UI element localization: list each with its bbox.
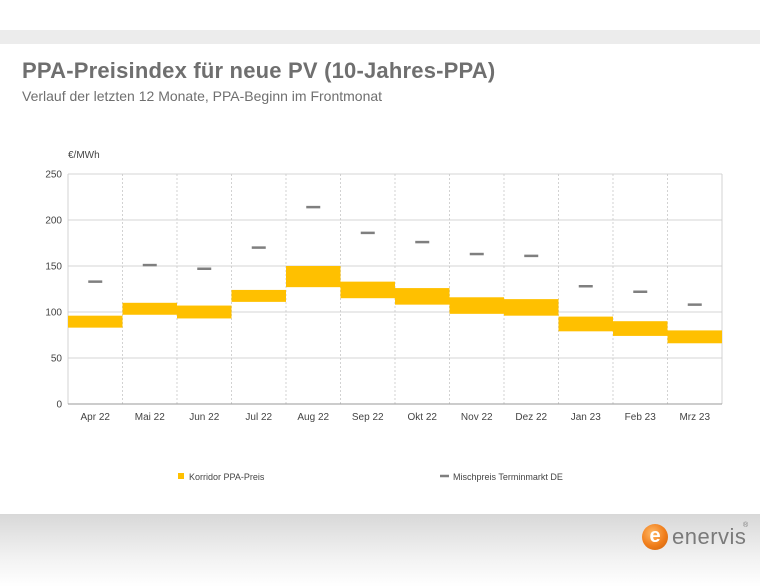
corridor-bar [177, 305, 232, 319]
x-tick-label: Mai 22 [135, 412, 165, 423]
corridor-bar [68, 315, 123, 328]
corridor-bar [340, 281, 395, 299]
y-tick-label: 0 [56, 400, 62, 411]
corridor-layer [68, 266, 722, 344]
corridor-bar [449, 297, 504, 314]
corridor-bar [395, 288, 450, 305]
y-tick-label: 50 [51, 354, 63, 365]
x-tick-label: Okt 22 [408, 412, 438, 423]
corridor-bar [613, 321, 668, 336]
x-tick-label: Nov 22 [461, 412, 493, 423]
page-title: PPA-Preisindex für neue PV (10-Jahres-PP… [22, 58, 496, 83]
y-axis-unit-label: €/MWh [68, 150, 100, 161]
top-band [0, 30, 760, 44]
x-tick-label: Sep 22 [352, 412, 384, 423]
legend-label-marker: Mischpreis Terminmarkt DE [453, 472, 563, 482]
x-tick-label: Jan 23 [571, 412, 601, 423]
page-subtitle: Verlauf der letzten 12 Monate, PPA-Begin… [22, 88, 383, 104]
corridor-bar [504, 299, 559, 316]
x-tick-label: Apr 22 [81, 412, 111, 423]
x-tick-label: Feb 23 [625, 412, 657, 423]
footer-band [0, 514, 760, 587]
enervis-logo-registered: ® [743, 522, 749, 529]
x-tick-label: Mrz 23 [679, 412, 710, 423]
y-tick-label: 100 [45, 308, 62, 319]
legend-swatch-corridor [178, 473, 184, 479]
corridor-bar [667, 330, 722, 344]
x-tick-label: Aug 22 [297, 412, 329, 423]
enervis-logo: e enervis ® [642, 522, 752, 556]
legend-label-corridor: Korridor PPA-Preis [189, 472, 265, 482]
corridor-bar [558, 316, 613, 332]
x-tick-label: Jul 22 [245, 412, 272, 423]
y-tick-label: 150 [45, 262, 62, 273]
y-tick-label: 200 [45, 216, 62, 227]
y-tick-label: 250 [45, 170, 62, 181]
x-tick-label: Jun 22 [189, 412, 219, 423]
enervis-logo-mark: e [642, 524, 668, 550]
enervis-logo-text: enervis [672, 524, 747, 549]
x-tick-label: Dez 22 [515, 412, 547, 423]
tick-layer: 0 50 100 150 200 250 Apr 22 Mai 22 Jun 22 Jul 22 A… [45, 170, 710, 424]
corridor-bar [231, 289, 286, 302]
chart-legend: Korridor PPA-Preis Mischpreis Terminmark… [178, 472, 563, 482]
corridor-bar [286, 266, 341, 288]
ppa-price-chart: €/MWh 0 50 100 150 200 250 Apr 22 Mai 22 Jun 22 J… [45, 150, 723, 482]
corridor-bar [122, 302, 177, 315]
marker-layer [88, 205, 702, 306]
